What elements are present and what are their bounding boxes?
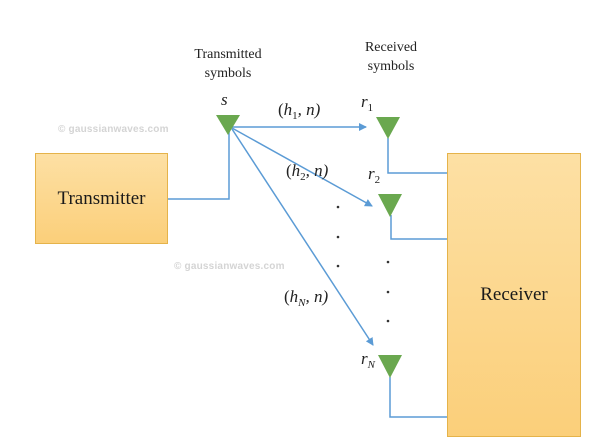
ellipsis-dot (386, 260, 390, 264)
transmitter-block: Transmitter (35, 153, 168, 244)
transmitter-label: Transmitter (57, 187, 146, 209)
ellipsis-dot (386, 290, 390, 294)
path-2 (231, 127, 373, 207)
tx-antenna-icon (216, 115, 240, 135)
ellipsis-dot (336, 205, 340, 209)
path-n (231, 128, 374, 346)
watermark: © gaussianwaves.com (58, 124, 169, 135)
ellipsis-dot (336, 264, 340, 268)
r1-label: r1 (361, 92, 373, 114)
channel-n-label: (hN, n) (284, 287, 329, 309)
rxn-antenna-icon (378, 355, 402, 378)
channel-1-label: (h1, n) (278, 100, 321, 122)
rx2-antenna-icon (378, 194, 402, 217)
ellipsis-dot (336, 235, 340, 239)
r2-label: r2 (368, 164, 380, 186)
tx-feed-line (168, 131, 230, 200)
ellipsis-dot (386, 319, 390, 323)
receiver-label: Receiver (480, 284, 548, 305)
channel-2-label: (h2, n) (286, 161, 329, 183)
receiver-block: Receiver (447, 153, 581, 437)
received-symbols-header: Received symbols (364, 40, 418, 74)
rx1-feed-line (387, 138, 447, 174)
rxn-feed-line (389, 377, 447, 418)
s-label: s (221, 90, 228, 109)
rx1-antenna-icon (376, 117, 400, 139)
rx2-feed-line (390, 215, 447, 240)
watermark: © gaussianwaves.com (174, 261, 285, 272)
transmitted-symbols-header: Transmitted symbols (194, 47, 262, 81)
rn-label: rN (361, 349, 376, 371)
